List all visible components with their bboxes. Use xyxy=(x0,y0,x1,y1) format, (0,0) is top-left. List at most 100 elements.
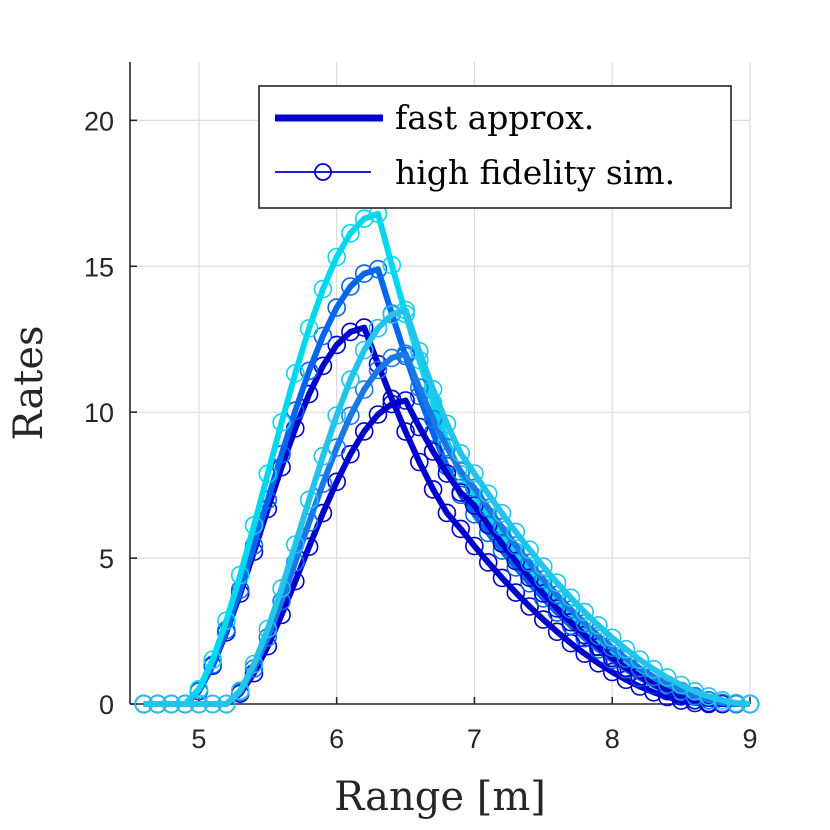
data-point xyxy=(341,370,360,390)
data-point xyxy=(299,318,319,338)
data-point xyxy=(602,628,622,648)
data-point xyxy=(230,565,250,585)
data-point xyxy=(341,406,360,426)
data-point xyxy=(713,690,732,710)
data-point xyxy=(244,654,264,674)
fast-approx-line xyxy=(143,266,750,707)
series-curve-6 xyxy=(134,300,760,714)
series-curve-1 xyxy=(134,318,760,714)
data-point xyxy=(506,522,526,542)
y-axis-title: Rates xyxy=(6,325,52,440)
data-point xyxy=(258,619,278,639)
series-curve-5 xyxy=(134,344,760,714)
legend-label-high-fidelity: high fidelity sim. xyxy=(395,153,675,192)
data-point xyxy=(382,394,402,414)
data-point xyxy=(547,599,567,618)
data-point xyxy=(368,360,388,380)
data-point xyxy=(313,446,333,466)
data-point xyxy=(258,464,278,484)
data-point xyxy=(382,255,402,275)
y-tick-label: 5 xyxy=(99,544,114,574)
data-point xyxy=(409,378,429,397)
data-point xyxy=(409,341,429,361)
data-point xyxy=(451,443,471,463)
data-point xyxy=(327,406,347,425)
data-point xyxy=(327,298,347,317)
data-point xyxy=(354,209,374,228)
data-point xyxy=(327,335,347,355)
data-point xyxy=(354,318,374,337)
x-tick-label: 7 xyxy=(467,724,482,754)
x-tick-label: 5 xyxy=(191,724,206,754)
data-point xyxy=(162,694,181,714)
data-point xyxy=(313,356,333,376)
data-point xyxy=(354,380,374,399)
data-point xyxy=(561,588,581,608)
data-point xyxy=(189,694,209,714)
data-point xyxy=(451,462,471,481)
data-point xyxy=(203,694,222,714)
data-point xyxy=(437,464,457,483)
data-point xyxy=(313,326,333,346)
data-point xyxy=(726,693,746,713)
data-point xyxy=(423,379,443,399)
data-point xyxy=(327,247,347,267)
y-tick-label: 15 xyxy=(84,252,114,282)
data-point xyxy=(368,318,388,338)
tick-labels: 5 6 7 8 9 0 5 10 15 20 xyxy=(84,106,758,754)
data-point xyxy=(354,340,374,360)
y-tick-label: 20 xyxy=(84,106,114,136)
x-tick-label: 8 xyxy=(605,724,620,754)
data-point xyxy=(533,584,553,603)
data-point xyxy=(699,687,719,706)
data-point xyxy=(520,597,539,616)
data-point xyxy=(341,322,360,342)
data-point xyxy=(520,540,539,560)
data-point xyxy=(644,659,663,679)
data-point xyxy=(203,650,222,670)
data-point xyxy=(272,413,291,432)
data-point xyxy=(217,611,236,631)
legend: fast approx. high fidelity sim. xyxy=(258,85,732,209)
y-tick-label: 0 xyxy=(99,690,114,720)
data-point xyxy=(382,348,402,368)
data-point xyxy=(327,472,347,492)
data-point xyxy=(134,694,154,714)
data-point xyxy=(465,464,484,483)
fast-approx-line xyxy=(143,350,750,707)
data-point xyxy=(382,305,402,324)
data-point xyxy=(341,224,360,243)
data-point xyxy=(272,579,291,598)
x-tick-label: 6 xyxy=(329,724,344,754)
data-point xyxy=(740,694,760,714)
y-tick-label: 10 xyxy=(84,398,114,428)
data-point xyxy=(423,442,443,461)
data-point xyxy=(396,300,415,320)
data-point xyxy=(506,551,526,571)
data-point xyxy=(299,490,319,510)
data-point xyxy=(478,553,498,572)
data-point xyxy=(492,568,512,588)
series-layer xyxy=(134,204,760,714)
legend-label-fast-approx: fast approx. xyxy=(395,98,594,137)
data-point xyxy=(492,503,512,523)
data-point xyxy=(685,681,705,701)
data-point xyxy=(396,391,415,410)
data-point xyxy=(437,503,457,523)
data-point xyxy=(409,417,429,437)
data-point xyxy=(313,279,333,299)
data-point xyxy=(423,409,443,429)
data-point xyxy=(616,639,636,659)
data-point xyxy=(630,650,650,670)
legend-box xyxy=(258,85,732,209)
data-point xyxy=(230,681,250,701)
high-fidelity-line xyxy=(143,352,750,705)
series-curve-2 xyxy=(134,259,760,714)
data-point xyxy=(423,480,443,499)
data-point xyxy=(437,414,457,434)
data-point xyxy=(341,277,360,296)
data-point xyxy=(354,264,374,283)
data-point xyxy=(533,557,553,576)
data-point xyxy=(396,422,415,441)
